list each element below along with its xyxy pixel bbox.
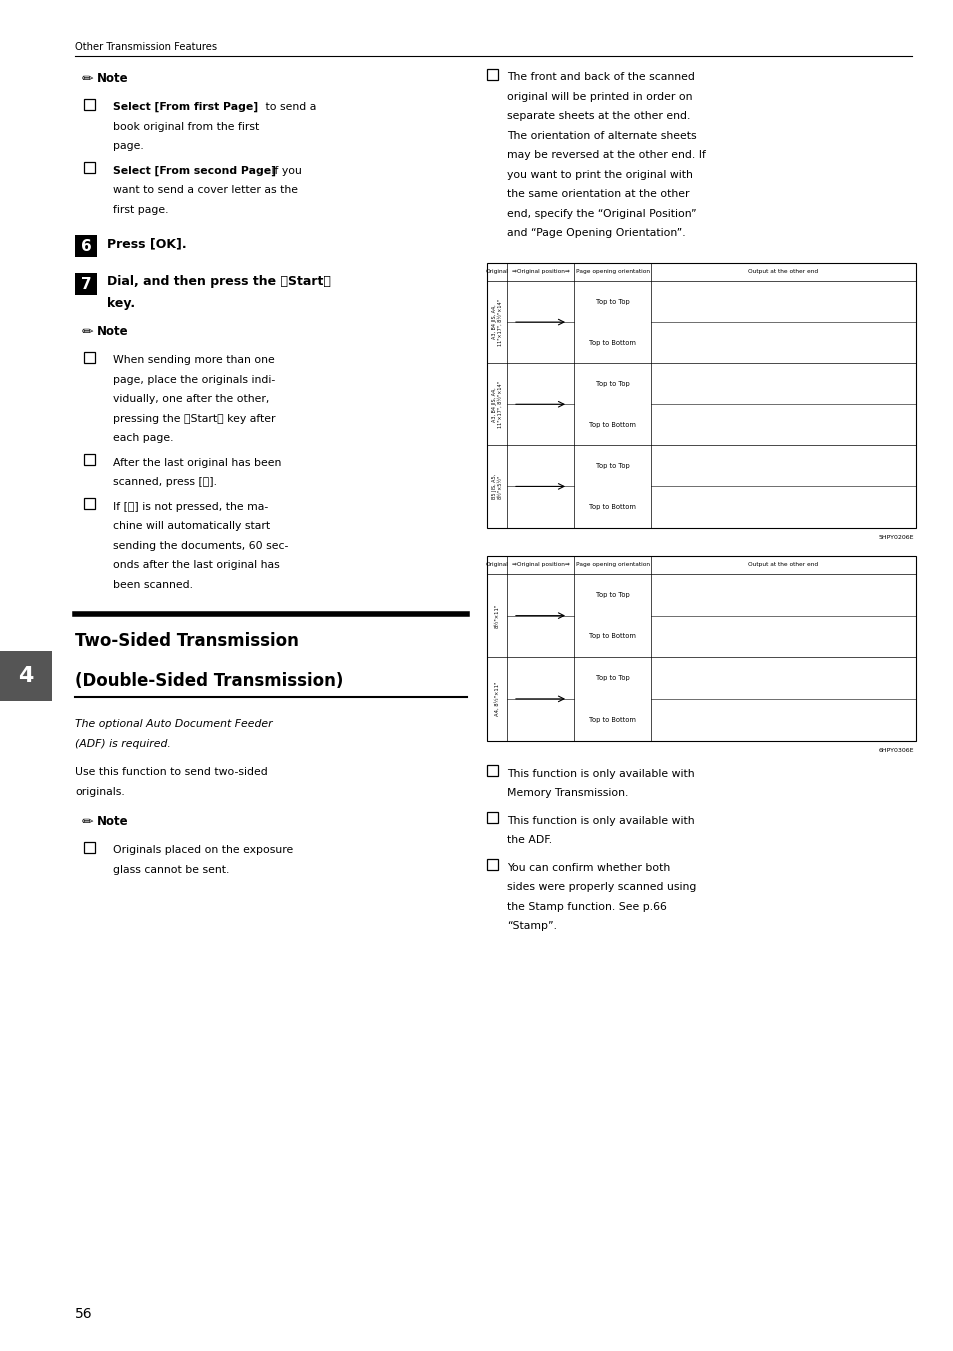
- Text: If [ⓘ] is not pressed, the ma-: If [ⓘ] is not pressed, the ma-: [112, 501, 268, 512]
- Bar: [0, 650, 52, 701]
- Text: 5HPY0206E: 5HPY0206E: [878, 535, 913, 539]
- Bar: [486, 555, 915, 740]
- Text: page.: page.: [112, 141, 144, 151]
- Text: original will be printed in order on: original will be printed in order on: [506, 92, 692, 101]
- Text: Top to Top: Top to Top: [595, 592, 629, 597]
- Text: Top to Top: Top to Top: [595, 676, 629, 681]
- Text: Top to Bottom: Top to Bottom: [588, 422, 636, 428]
- Text: you want to print the original with: you want to print the original with: [506, 169, 692, 180]
- Bar: [486, 859, 497, 870]
- Text: originals.: originals.: [75, 788, 125, 797]
- Bar: [486, 69, 497, 80]
- Text: ✏: ✏: [81, 326, 92, 339]
- Text: first page.: first page.: [112, 204, 169, 215]
- Bar: [84, 162, 95, 173]
- Bar: [84, 351, 95, 362]
- Text: Select [From second Page]: Select [From second Page]: [112, 166, 275, 176]
- Text: Top to Bottom: Top to Bottom: [588, 716, 636, 723]
- Text: Other Transmission Features: Other Transmission Features: [75, 42, 217, 51]
- Text: (Double-Sided Transmission): (Double-Sided Transmission): [75, 671, 343, 690]
- Text: 4: 4: [18, 666, 33, 685]
- Text: Page opening orientation: Page opening orientation: [575, 562, 649, 567]
- Text: A4, 8½"×11": A4, 8½"×11": [494, 682, 499, 716]
- Bar: [486, 812, 497, 823]
- Text: and “Page Opening Orientation”.: and “Page Opening Orientation”.: [506, 228, 685, 238]
- Text: Output at the other end: Output at the other end: [748, 269, 818, 274]
- Text: Select [From first Page]: Select [From first Page]: [112, 101, 258, 112]
- Text: This function is only available with: This function is only available with: [506, 816, 694, 825]
- Text: Note: Note: [97, 815, 129, 828]
- Text: the Stamp function. See p.66: the Stamp function. See p.66: [506, 901, 666, 912]
- Text: vidually, one after the other,: vidually, one after the other,: [112, 394, 269, 404]
- Text: The front and back of the scanned: The front and back of the scanned: [506, 72, 694, 82]
- Bar: [84, 454, 95, 465]
- Text: Top to Top: Top to Top: [595, 299, 629, 304]
- Text: end, specify the “Original Position”: end, specify the “Original Position”: [506, 208, 696, 219]
- Text: Press [OK].: Press [OK].: [107, 238, 187, 250]
- Text: 6HPY0306E: 6HPY0306E: [878, 747, 913, 753]
- Text: When sending more than one: When sending more than one: [112, 355, 274, 365]
- Text: Top to Top: Top to Top: [595, 381, 629, 386]
- Text: Dial, and then press the 【Start】: Dial, and then press the 【Start】: [107, 276, 331, 288]
- Text: (ADF) is required.: (ADF) is required.: [75, 739, 171, 748]
- Text: book original from the first: book original from the first: [112, 122, 259, 131]
- Bar: [84, 842, 95, 852]
- Text: Top to Bottom: Top to Bottom: [588, 339, 636, 346]
- Text: onds after the last original has: onds after the last original has: [112, 561, 279, 570]
- Text: The optional Auto Document Feeder: The optional Auto Document Feeder: [75, 719, 273, 730]
- Text: been scanned.: been scanned.: [112, 580, 193, 589]
- Text: ⇒Original position⇒: ⇒Original position⇒: [511, 562, 569, 567]
- Text: sending the documents, 60 sec-: sending the documents, 60 sec-: [112, 540, 288, 550]
- Bar: [84, 99, 95, 109]
- Text: Note: Note: [97, 326, 129, 338]
- Text: You can confirm whether both: You can confirm whether both: [506, 862, 670, 873]
- Text: 8½"×11": 8½"×11": [494, 604, 499, 628]
- Text: glass cannot be sent.: glass cannot be sent.: [112, 865, 229, 874]
- Text: Two-Sided Transmission: Two-Sided Transmission: [75, 632, 298, 650]
- Text: 56: 56: [75, 1306, 92, 1321]
- Text: the ADF.: the ADF.: [506, 835, 552, 844]
- Text: page, place the originals indi-: page, place the originals indi-: [112, 374, 275, 385]
- Text: 7: 7: [81, 277, 91, 292]
- Text: ✏: ✏: [81, 72, 92, 86]
- Text: separate sheets at the other end.: separate sheets at the other end.: [506, 111, 690, 122]
- Text: key.: key.: [107, 297, 135, 309]
- Text: “Stamp”.: “Stamp”.: [506, 921, 557, 931]
- Text: may be reversed at the other end. If: may be reversed at the other end. If: [506, 150, 705, 159]
- Bar: [486, 765, 497, 775]
- Text: Top to Top: Top to Top: [595, 463, 629, 469]
- Text: This function is only available with: This function is only available with: [506, 769, 694, 778]
- Text: Output at the other end: Output at the other end: [748, 562, 818, 567]
- Bar: [75, 273, 97, 295]
- Text: if you: if you: [268, 166, 301, 176]
- Text: A3, B4 JIS, A4,
11"×17", 8½"×14": A3, B4 JIS, A4, 11"×17", 8½"×14": [491, 381, 502, 428]
- Text: ⇒Original position⇒: ⇒Original position⇒: [511, 269, 569, 274]
- Bar: [84, 499, 95, 509]
- Text: B5 JIS, A5,
8½"×5½": B5 JIS, A5, 8½"×5½": [491, 474, 502, 499]
- Text: The orientation of alternate sheets: The orientation of alternate sheets: [506, 131, 696, 141]
- Text: pressing the 【Start】 key after: pressing the 【Start】 key after: [112, 413, 275, 423]
- Bar: [75, 235, 97, 257]
- Text: sides were properly scanned using: sides were properly scanned using: [506, 882, 696, 892]
- Text: to send a: to send a: [261, 101, 315, 112]
- Text: Memory Transmission.: Memory Transmission.: [506, 788, 628, 798]
- Text: After the last original has been: After the last original has been: [112, 458, 281, 467]
- Text: Top to Bottom: Top to Bottom: [588, 634, 636, 639]
- Text: 6: 6: [81, 239, 91, 254]
- Text: each page.: each page.: [112, 434, 173, 443]
- Text: Originals placed on the exposure: Originals placed on the exposure: [112, 844, 293, 855]
- Bar: [486, 262, 915, 527]
- Text: ✏: ✏: [81, 815, 92, 830]
- Text: want to send a cover letter as the: want to send a cover letter as the: [112, 185, 297, 195]
- Text: Note: Note: [97, 72, 129, 85]
- Text: Top to Bottom: Top to Bottom: [588, 504, 636, 509]
- Text: Use this function to send two-sided: Use this function to send two-sided: [75, 767, 268, 777]
- Text: chine will automatically start: chine will automatically start: [112, 521, 270, 531]
- Text: A3, B4 JIS, A4,
11"×17", 8½"×14": A3, B4 JIS, A4, 11"×17", 8½"×14": [491, 299, 502, 346]
- Text: Page opening orientation: Page opening orientation: [575, 269, 649, 274]
- Text: scanned, press [ⓘ].: scanned, press [ⓘ].: [112, 477, 216, 486]
- Text: Original: Original: [485, 269, 508, 274]
- Text: Original: Original: [485, 562, 508, 567]
- Text: the same orientation at the other: the same orientation at the other: [506, 189, 689, 199]
